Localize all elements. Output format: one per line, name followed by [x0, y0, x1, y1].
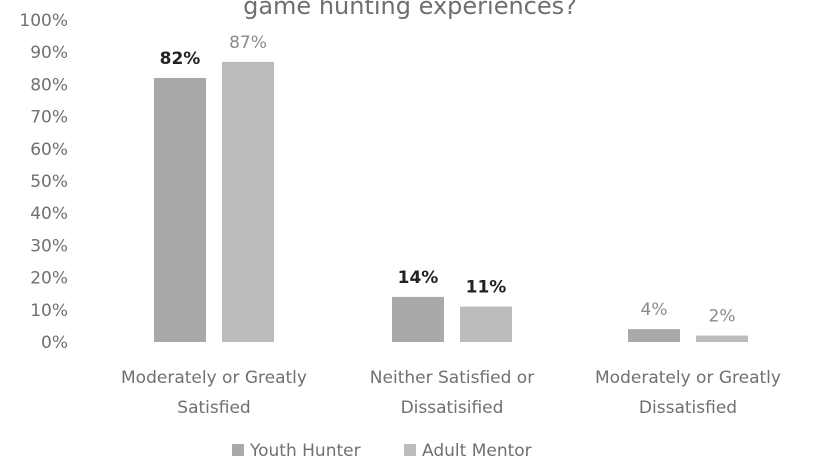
chart-title: game hunting experiences? — [243, 0, 577, 20]
legend-label: Adult Mentor — [422, 441, 532, 461]
y-tick-label: 20% — [30, 269, 68, 289]
y-tick-label: 60% — [30, 140, 68, 160]
y-tick-label: 0% — [41, 333, 68, 353]
y-tick-label: 100% — [19, 11, 68, 31]
x-axis: Moderately or Greatly Satisfied Neither Sa… — [121, 368, 781, 418]
x-category-label: Dissatisified — [401, 398, 504, 418]
x-category-label: Dissatisfied — [639, 398, 737, 418]
bar — [696, 335, 748, 342]
data-label: 82% — [160, 49, 201, 69]
x-category-label: Moderately or Greatly — [595, 368, 781, 388]
bar — [460, 306, 512, 342]
y-tick-label: 80% — [30, 75, 68, 95]
data-labels: 82% 14% 4% 87% 11% 2% — [160, 33, 736, 327]
bar — [154, 77, 206, 343]
bar — [222, 61, 274, 343]
x-category-label: Satisfied — [177, 398, 250, 418]
legend-label: Youth Hunter — [249, 441, 361, 461]
y-tick-label: 30% — [30, 236, 68, 256]
data-label: 2% — [709, 307, 736, 327]
legend-swatch — [232, 444, 244, 456]
x-category-label: Neither Satisfied or — [370, 368, 534, 388]
y-axis: 0% 10% 20% 30% 40% 50% 60% 70% 80% 90% 100% — [19, 11, 68, 353]
y-tick-label: 10% — [30, 301, 68, 321]
data-label: 14% — [398, 268, 439, 288]
y-tick-label: 70% — [30, 108, 68, 128]
bar — [392, 296, 444, 342]
y-tick-label: 50% — [30, 172, 68, 192]
legend-swatch — [404, 444, 416, 456]
legend: Youth Hunter Adult Mentor — [232, 441, 532, 461]
data-label: 4% — [641, 300, 668, 320]
x-category-label: Moderately or Greatly — [121, 368, 307, 388]
y-tick-label: 40% — [30, 204, 68, 224]
data-label: 11% — [466, 278, 507, 298]
bars — [154, 61, 748, 343]
y-tick-label: 90% — [30, 43, 68, 63]
bar — [628, 329, 680, 342]
data-label: 87% — [229, 33, 267, 53]
